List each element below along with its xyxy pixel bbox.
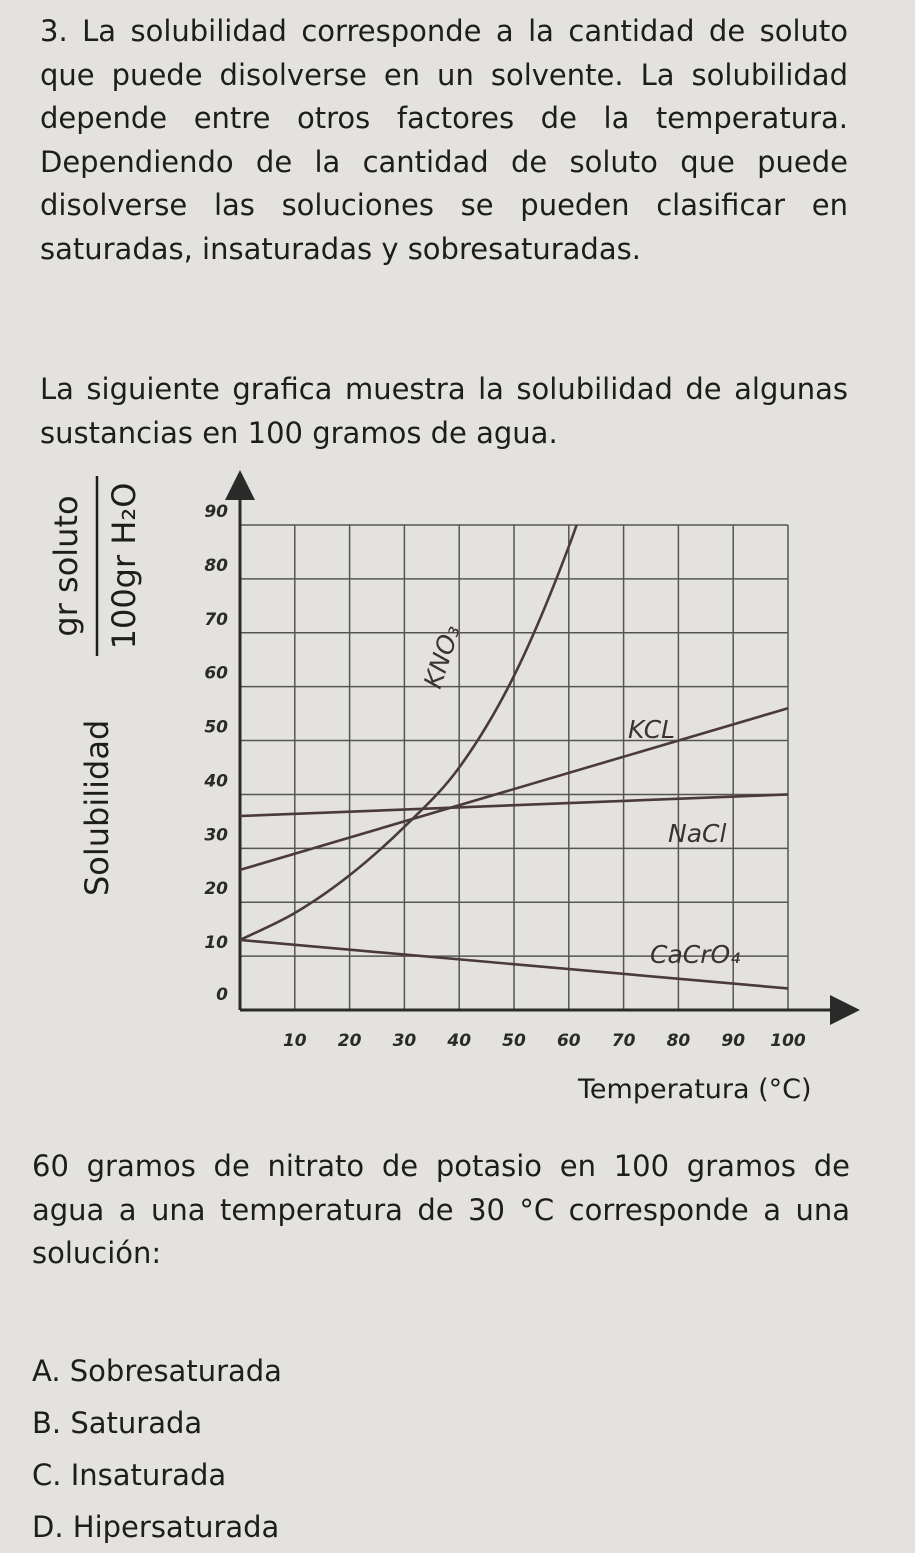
y-tick-labels: 0 10 20 30 40 50 60 70 80 90	[203, 502, 228, 1005]
option-b[interactable]: B. Saturada	[32, 1397, 282, 1449]
y-label-numerator: gr soluto	[47, 495, 85, 636]
answer-options: A. Sobresaturada B. Saturada C. Insatura…	[32, 1345, 282, 1553]
option-text: Sobresaturada	[69, 1354, 282, 1388]
series-label-kcl: KCL	[628, 715, 675, 744]
x-tick-label: 60	[557, 1031, 581, 1051]
y-label-denominator: 100gr H₂O	[105, 483, 143, 650]
y-tick-label: 50	[204, 718, 228, 738]
question-number: 3.	[40, 14, 68, 48]
y-tick-label: 70	[204, 610, 228, 630]
option-letter: C.	[32, 1458, 62, 1492]
x-tick-label: 70	[612, 1031, 636, 1051]
y-tick-label: 10	[204, 933, 228, 953]
option-text: Insaturada	[70, 1458, 227, 1492]
x-tick-label: 100	[770, 1031, 806, 1051]
option-c[interactable]: C. Insaturada	[32, 1449, 282, 1501]
x-tick-label: 40	[446, 1031, 471, 1051]
y-tick-label: 30	[204, 825, 228, 845]
option-text: Hipersaturada	[72, 1510, 280, 1544]
y-tick-label: 40	[203, 771, 228, 791]
chart-series	[240, 525, 788, 990]
series-label-cacro4: CaCrO₄	[650, 940, 740, 969]
y-axis-title: Solubilidad	[78, 720, 116, 896]
nacl-line	[240, 793, 788, 818]
option-d[interactable]: D. Hipersaturada	[32, 1501, 282, 1553]
y-tick-label: 20	[204, 879, 228, 899]
x-tick-label: 30	[393, 1031, 417, 1051]
option-letter: D.	[32, 1510, 64, 1544]
question-intro: 3. La solubilidad corresponde a la canti…	[40, 10, 848, 271]
kno3-line	[240, 525, 579, 942]
kcl-line	[240, 706, 788, 872]
chart-grid	[240, 524, 789, 1010]
option-letter: A.	[32, 1354, 61, 1388]
y-tick-label: 0	[216, 985, 228, 1005]
x-tick-label: 80	[667, 1031, 691, 1051]
option-text: Saturada	[70, 1406, 203, 1440]
option-letter: B.	[32, 1406, 62, 1440]
cacro4-line	[240, 938, 788, 990]
intro-text: La solubilidad corresponde a la cantidad…	[40, 14, 849, 266]
solubility-chart: 10 20 30 40 50 60 70 80 90 100 0 10 20 30 40 50 60 70 80 9…	[47, 470, 860, 1105]
y-tick-label: 80	[204, 556, 228, 576]
x-tick-labels: 10 20 30 40 50 60 70 80 90 100	[283, 1031, 806, 1051]
option-a[interactable]: A. Sobresaturada	[32, 1345, 282, 1397]
y-axis-fraction: gr soluto 100gr H₂O	[47, 476, 143, 656]
question-prompt: 60 gramos de nitrato de potasio en 100 g…	[32, 1149, 850, 1270]
graph-intro: La siguiente grafica muestra la solubili…	[40, 372, 848, 450]
series-label-nacl: NaCl	[668, 819, 726, 848]
x-tick-label: 20	[338, 1031, 362, 1051]
y-tick-label: 90	[204, 502, 228, 522]
y-tick-label: 60	[204, 664, 228, 684]
x-tick-label: 90	[721, 1031, 745, 1051]
x-axis-title: Temperatura (°C)	[577, 1074, 812, 1105]
y-label: Solubilidad	[78, 720, 116, 896]
x-tick-label: 50	[502, 1031, 526, 1051]
x-tick-label: 10	[283, 1031, 307, 1051]
